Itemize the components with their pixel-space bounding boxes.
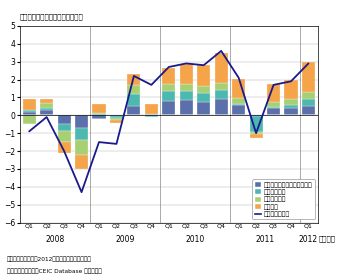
- Bar: [92, 104, 105, 114]
- Bar: [23, 99, 36, 110]
- Bar: [267, 84, 280, 102]
- Bar: [215, 99, 228, 115]
- Bar: [128, 74, 140, 85]
- Bar: [40, 99, 53, 103]
- Text: 2011: 2011: [255, 235, 274, 244]
- Bar: [250, 116, 262, 132]
- Bar: [92, 115, 105, 119]
- Text: 2009: 2009: [116, 235, 135, 244]
- Bar: [232, 98, 245, 104]
- Bar: [180, 64, 193, 84]
- Bar: [267, 107, 280, 108]
- Bar: [267, 102, 280, 107]
- Bar: [57, 131, 71, 142]
- Bar: [180, 91, 193, 100]
- Bar: [250, 132, 262, 134]
- Bar: [75, 140, 88, 155]
- Bar: [180, 100, 193, 115]
- Bar: [145, 115, 158, 117]
- Bar: [128, 85, 140, 94]
- Bar: [285, 108, 298, 115]
- Bar: [40, 110, 53, 115]
- Bar: [110, 116, 123, 118]
- Bar: [302, 62, 315, 92]
- Text: 備考：季節調整値。2012年第１四半期は速報値。: 備考：季節調整値。2012年第１四半期は速報値。: [7, 256, 92, 262]
- Bar: [232, 106, 245, 115]
- Bar: [145, 104, 158, 114]
- Bar: [197, 102, 210, 115]
- Bar: [162, 101, 175, 115]
- Bar: [75, 128, 88, 140]
- Bar: [40, 103, 53, 108]
- Bar: [250, 115, 262, 116]
- Bar: [128, 106, 140, 115]
- Bar: [215, 83, 228, 90]
- Bar: [197, 65, 210, 86]
- Bar: [23, 112, 36, 115]
- Bar: [145, 114, 158, 115]
- Bar: [162, 68, 175, 84]
- Bar: [180, 84, 193, 91]
- Bar: [40, 108, 53, 110]
- Bar: [110, 118, 123, 120]
- Bar: [92, 114, 105, 115]
- Bar: [267, 108, 280, 115]
- Text: 2010: 2010: [185, 235, 205, 244]
- Bar: [162, 84, 175, 91]
- Bar: [302, 92, 315, 99]
- Text: 2012: 2012: [299, 235, 318, 244]
- Bar: [232, 79, 245, 98]
- Bar: [285, 79, 298, 99]
- Text: （年期）: （年期）: [319, 235, 336, 242]
- Bar: [57, 115, 71, 124]
- Bar: [128, 94, 140, 106]
- Bar: [197, 86, 210, 93]
- Bar: [215, 53, 228, 83]
- Bar: [197, 93, 210, 102]
- Text: 資料：米国商務省、CEIC Database から作成。: 資料：米国商務省、CEIC Database から作成。: [7, 269, 102, 274]
- Bar: [57, 124, 71, 131]
- Text: 2008: 2008: [46, 235, 65, 244]
- Legend: 耗久財（自動車・部品以外）, 自動車・部品, 非耗久消費財, サービス, 個人消費伸び率: 耗久財（自動車・部品以外）, 自動車・部品, 非耗久消費財, サービス, 個人消…: [252, 179, 315, 219]
- Bar: [215, 90, 228, 99]
- Bar: [75, 115, 88, 128]
- Bar: [23, 110, 36, 112]
- Bar: [23, 115, 36, 124]
- Bar: [57, 142, 71, 153]
- Bar: [110, 115, 123, 116]
- Bar: [75, 155, 88, 169]
- Text: （前期比年率、％、％ポイント）: （前期比年率、％、％ポイント）: [20, 13, 83, 20]
- Bar: [285, 99, 298, 104]
- Bar: [162, 91, 175, 101]
- Bar: [302, 99, 315, 106]
- Bar: [232, 104, 245, 106]
- Bar: [302, 106, 315, 115]
- Bar: [110, 120, 123, 123]
- Bar: [285, 104, 298, 108]
- Bar: [250, 134, 262, 138]
